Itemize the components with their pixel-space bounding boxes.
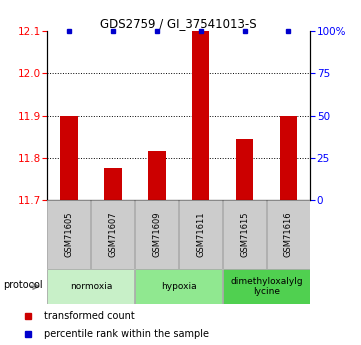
Text: normoxia: normoxia bbox=[70, 282, 112, 291]
Text: GSM71607: GSM71607 bbox=[108, 212, 117, 257]
Bar bbox=[267, 200, 310, 269]
Text: GSM71616: GSM71616 bbox=[284, 212, 293, 257]
Text: dimethyloxalylg
lycine: dimethyloxalylg lycine bbox=[230, 277, 303, 296]
Text: transformed count: transformed count bbox=[44, 311, 135, 321]
Text: protocol: protocol bbox=[4, 280, 43, 289]
Bar bbox=[135, 269, 222, 304]
Bar bbox=[135, 200, 178, 269]
Bar bbox=[280, 116, 297, 200]
Bar bbox=[223, 200, 266, 269]
Bar bbox=[47, 269, 134, 304]
Title: GDS2759 / GI_37541013-S: GDS2759 / GI_37541013-S bbox=[100, 17, 257, 30]
Bar bbox=[192, 31, 209, 200]
Bar bbox=[223, 269, 310, 304]
Bar bbox=[104, 168, 122, 200]
Bar bbox=[179, 200, 222, 269]
Bar bbox=[236, 139, 253, 200]
Bar bbox=[91, 200, 134, 269]
Text: percentile rank within the sample: percentile rank within the sample bbox=[44, 329, 209, 339]
Text: hypoxia: hypoxia bbox=[161, 282, 196, 291]
Bar bbox=[47, 200, 90, 269]
Text: GSM71611: GSM71611 bbox=[196, 212, 205, 257]
Text: GSM71605: GSM71605 bbox=[64, 212, 73, 257]
Text: GSM71615: GSM71615 bbox=[240, 212, 249, 257]
Bar bbox=[60, 116, 78, 200]
Text: GSM71609: GSM71609 bbox=[152, 212, 161, 257]
Bar bbox=[148, 151, 165, 200]
